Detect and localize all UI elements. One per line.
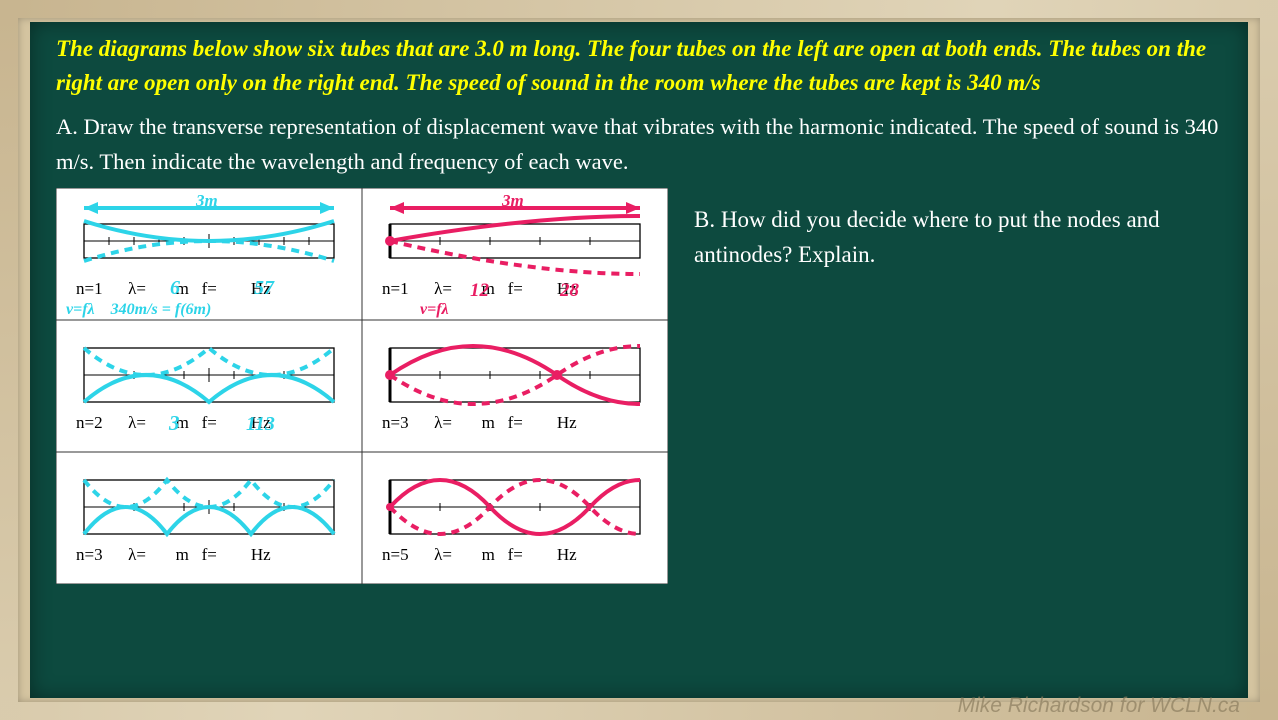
svg-text:57: 57 xyxy=(254,277,275,299)
credit-line: Mike Richardson for WCLN.ca xyxy=(958,694,1240,718)
svg-text:n=5 λ= m f=: n=5 λ= m f= Hz xyxy=(382,545,577,564)
blackboard: The diagrams below show six tubes that a… xyxy=(30,22,1248,698)
tube-diagrams: 3m n=1 λ= m f= Hz 6 57 v=fλ 340m/s = f(6… xyxy=(56,188,668,584)
svg-text:6: 6 xyxy=(170,277,180,299)
svg-text:3m: 3m xyxy=(501,191,524,210)
svg-text:v=fλ 340m/s = f(6m): v=fλ 340m/s = f(6m) xyxy=(66,301,211,318)
svg-text:v=fλ: v=fλ xyxy=(420,301,449,318)
svg-text:113: 113 xyxy=(246,413,275,435)
part-a-text: A. Draw the transverse representation of… xyxy=(56,110,1222,180)
svg-text:3m: 3m xyxy=(195,191,218,210)
svg-text:3: 3 xyxy=(168,411,180,435)
problem-statement: The diagrams below show six tubes that a… xyxy=(56,32,1222,100)
svg-text:n=3 λ= m f=: n=3 λ= m f= Hz xyxy=(76,545,271,564)
svg-text:n=3 λ= m f=: n=3 λ= m f= Hz xyxy=(382,413,577,432)
svg-text:28: 28 xyxy=(559,280,580,301)
svg-text:12: 12 xyxy=(470,280,490,301)
part-b-text: B. How did you decide where to put the n… xyxy=(694,188,1222,273)
